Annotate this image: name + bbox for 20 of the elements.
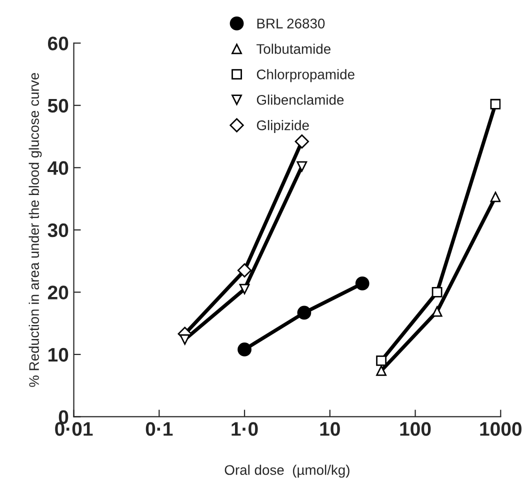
- x-tick-label: 1000: [480, 422, 522, 436]
- legend-label: Chlorpropamide: [256, 69, 354, 82]
- y-axis-title: % Reduction in area under the blood glucose curve: [28, 73, 42, 387]
- y-tick-label: 20: [48, 286, 68, 300]
- legend-label: Glibenclamide: [256, 94, 344, 105]
- y-tick-label: 10: [48, 348, 68, 362]
- y-tick-label: 0: [58, 410, 68, 424]
- legend-label: BRL 26830: [257, 18, 325, 28]
- x-tick-label: 0·1: [146, 422, 173, 436]
- y-tick-label: 60: [48, 36, 68, 50]
- y-tick-label: 40: [48, 161, 68, 175]
- y-tick-label: 30: [48, 223, 68, 238]
- legend-label: Glipizide: [256, 120, 309, 133]
- x-axis-title: Oral dose (µmol/kg): [224, 464, 350, 478]
- x-tick-label: 100: [400, 422, 431, 436]
- y-tick-label: 50: [48, 98, 68, 113]
- x-tick-label: 1·0: [232, 422, 258, 436]
- legend-label: Tolbutamide: [256, 44, 330, 54]
- x-tick-label: 10: [320, 422, 340, 436]
- x-tick-label: 0·01: [55, 422, 93, 436]
